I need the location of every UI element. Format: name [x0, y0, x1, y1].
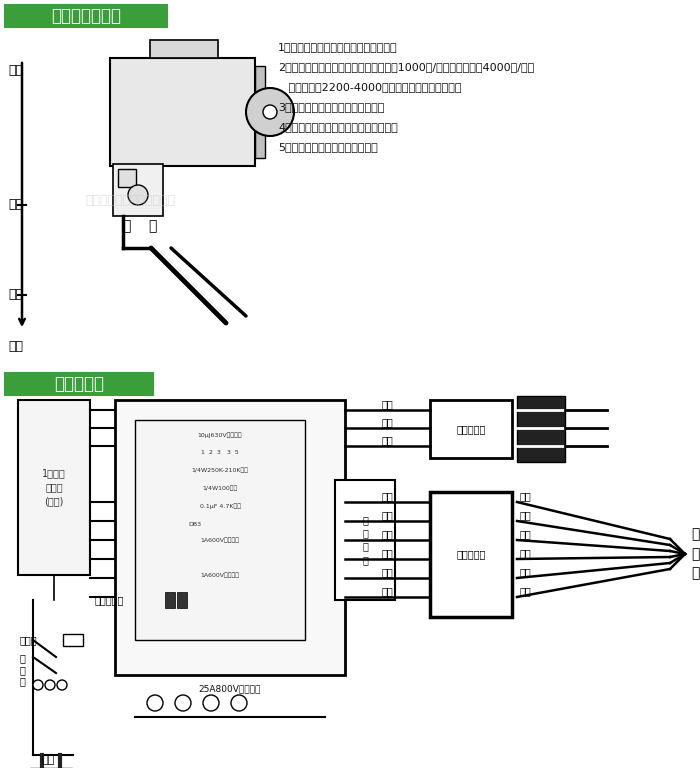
Circle shape: [147, 695, 163, 711]
Text: 1/4W250K-210K电阻: 1/4W250K-210K电阻: [192, 467, 248, 473]
Bar: [150, 40, 218, 58]
Text: 黑线: 黑线: [381, 529, 393, 539]
Text: 黑线: 黑线: [520, 529, 532, 539]
Circle shape: [203, 695, 219, 711]
Circle shape: [45, 680, 55, 690]
Circle shape: [57, 680, 67, 690]
Bar: [255, 66, 265, 158]
Bar: [430, 492, 512, 617]
Text: 4、用于点缝时，踏板一轻踩一放即可。: 4、用于点缝时，踏板一轻踩一放即可。: [278, 122, 398, 132]
Text: DB3: DB3: [188, 521, 202, 527]
Text: 蓝线: 蓝线: [520, 435, 532, 445]
Text: 绿线: 绿线: [520, 510, 532, 520]
Circle shape: [33, 680, 43, 690]
Text: 快档可以在2200-4000转范围内用调速旋钮调速。: 快档可以在2200-4000转范围内用调速旋钮调速。: [278, 82, 461, 92]
Text: 红线: 红线: [520, 491, 532, 501]
Text: 接
电
机: 接 电 机: [691, 528, 699, 581]
Circle shape: [175, 695, 191, 711]
Bar: [177, 592, 187, 608]
Text: 线路示意图: 线路示意图: [54, 375, 104, 393]
Text: 1、踏板往下踩即起动，往回放即刹车。: 1、踏板往下踩即起动，往回放即刹车。: [278, 42, 398, 52]
Text: 红线: 红线: [381, 586, 393, 596]
Circle shape: [128, 185, 148, 205]
Text: 绿线: 绿线: [381, 399, 393, 409]
Text: 慢速: 慢速: [8, 198, 23, 211]
Text: 2、本电机设置为二档调速：慢档转速为1000转/分，快档转速为4000转/分。: 2、本电机设置为二档调速：慢档转速为1000转/分，快档转速为4000转/分。: [278, 62, 534, 72]
Text: 绿线: 绿线: [520, 567, 532, 577]
Circle shape: [231, 695, 247, 711]
Text: 1A600V双向控管: 1A600V双向控管: [200, 537, 239, 543]
Text: 0.1μF 4.7K电容: 0.1μF 4.7K电容: [199, 503, 241, 508]
Text: 慢: 慢: [122, 219, 130, 233]
Text: 黑线: 黑线: [381, 417, 393, 427]
Text: 绿线: 绿线: [381, 567, 393, 577]
Text: 黑线: 黑线: [520, 417, 532, 427]
Bar: [165, 592, 175, 608]
Text: 黑线: 黑线: [381, 548, 393, 558]
Text: 黑线: 黑线: [520, 548, 532, 558]
Circle shape: [263, 105, 277, 119]
Text: 红线: 红线: [520, 586, 532, 596]
Text: 刹车: 刹车: [8, 64, 23, 77]
Text: 绿线: 绿线: [520, 399, 532, 409]
Text: 5、用于快缝时，重踩踏板即可。: 5、用于快缝时，重踩踏板即可。: [278, 142, 378, 152]
Text: 1  2  3   3  5: 1 2 3 3 5: [201, 449, 239, 455]
Bar: [115, 400, 345, 675]
Text: 红线: 红线: [381, 491, 393, 501]
Text: 3、轻踩为慢档，可保持匀速慢缝。: 3、轻踩为慢档，可保持匀速慢缝。: [278, 102, 384, 112]
Text: 1/4W100电阻: 1/4W100电阻: [202, 485, 237, 491]
Bar: [430, 400, 512, 458]
Text: 1次电动
缝纫器
(踏板): 1次电动 缝纫器 (踏板): [42, 468, 66, 506]
Text: 换
向
开
关: 换 向 开 关: [362, 515, 368, 564]
Text: 保险丝: 保险丝: [20, 635, 38, 645]
Text: 三孔接插件: 三孔接插件: [456, 424, 486, 434]
Text: 照明灯插座: 照明灯插座: [95, 595, 125, 605]
Text: 栖霞荣进缝纫设备有限公司: 栖霞荣进缝纫设备有限公司: [85, 194, 175, 207]
Text: 踏板操作示意图: 踏板操作示意图: [51, 7, 121, 25]
Text: 起动: 起动: [8, 340, 23, 353]
Text: 蓝线: 蓝线: [381, 435, 393, 445]
Bar: [63, 634, 83, 646]
Text: 快速: 快速: [8, 289, 23, 302]
Bar: [335, 480, 395, 600]
Bar: [110, 58, 255, 166]
Text: 1A600V兴向控管: 1A600V兴向控管: [200, 572, 239, 578]
Bar: [517, 396, 565, 462]
Bar: [5, 5, 167, 27]
Text: 源
开
关: 源 开 关: [20, 654, 26, 687]
Text: 电源: 电源: [41, 755, 55, 765]
Text: 六孔接插件: 六孔接插件: [456, 549, 486, 559]
Bar: [5, 373, 153, 395]
Text: 10μJ630V电解电容: 10μJ630V电解电容: [197, 432, 242, 438]
Text: 25A800V硅堆桥路: 25A800V硅堆桥路: [199, 684, 261, 694]
Text: 快: 快: [148, 219, 156, 233]
Text: 绿线: 绿线: [381, 510, 393, 520]
Bar: [135, 420, 305, 640]
Bar: [113, 164, 163, 216]
Circle shape: [246, 88, 294, 136]
Bar: [118, 169, 136, 187]
Bar: [18, 400, 90, 575]
